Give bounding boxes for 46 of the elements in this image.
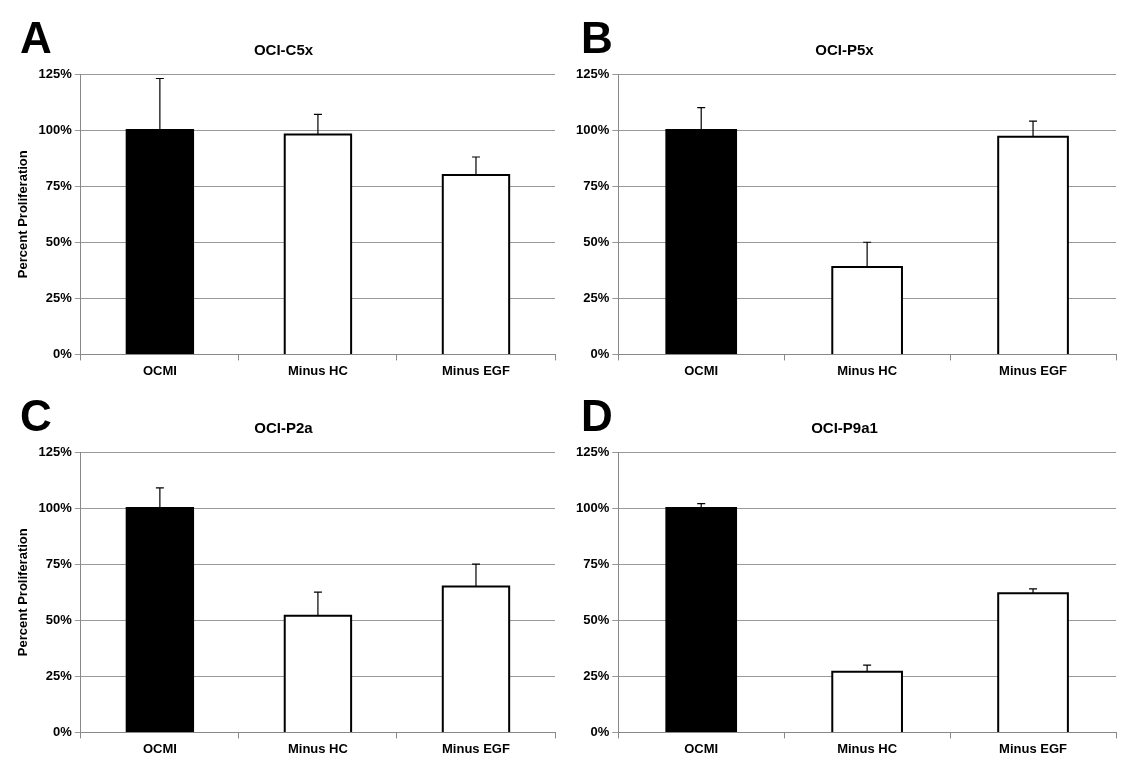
y-tick-label: 50% (583, 611, 610, 627)
y-tick-label: 0% (53, 723, 73, 739)
x-tick-label: Minus EGF (999, 362, 1068, 378)
y-tick-label: 50% (45, 611, 73, 627)
text: A (20, 13, 52, 62)
x-tick-label: OCMI (142, 362, 177, 378)
chart-title: OCI-P2a (254, 419, 314, 437)
text: C (20, 391, 52, 440)
y-axis-title: Percent Proliferation (15, 528, 31, 657)
y-tick-label: 25% (583, 667, 610, 683)
x-tick-label: Minus HC (837, 740, 898, 756)
x-tick-label: Minus EGF (442, 362, 510, 378)
text: D (581, 391, 613, 440)
chart-title: OCI-P9a1 (811, 419, 878, 437)
y-tick-label: 25% (45, 667, 73, 683)
y-tick-label: 125% (38, 443, 73, 459)
x-tick-label: OCMI (142, 740, 177, 756)
y-axis-title: Percent Proliferation (15, 150, 31, 279)
y-tick-label: 0% (590, 345, 610, 361)
x-tick-label: Minus HC (287, 740, 349, 756)
x-tick-label: OCMI (684, 740, 719, 756)
chart-title: OCI-C5x (253, 41, 314, 59)
y-tick-label: 125% (576, 65, 610, 81)
y-tick-label: 75% (583, 177, 610, 193)
x-tick-label: Minus EGF (999, 740, 1068, 756)
y-tick-label: 50% (45, 233, 73, 249)
y-tick-label: 100% (576, 499, 610, 515)
y-tick-label: 75% (45, 555, 73, 571)
y-tick-label: 100% (38, 499, 73, 515)
y-tick-label: 75% (583, 555, 610, 571)
y-tick-label: 0% (590, 723, 610, 739)
y-tick-label: 75% (45, 177, 73, 193)
y-tick-label: 125% (38, 65, 73, 81)
y-tick-label: 0% (53, 345, 73, 361)
y-tick-label: 25% (45, 289, 73, 305)
x-tick-label: Minus EGF (442, 740, 510, 756)
y-tick-label: 50% (583, 233, 610, 249)
x-tick-label: Minus HC (287, 362, 349, 378)
y-tick-label: 100% (576, 121, 610, 137)
y-tick-label: 25% (583, 289, 610, 305)
y-tick-label: 125% (576, 443, 610, 459)
x-tick-label: OCMI (684, 362, 719, 378)
chart-title: OCI-P5x (815, 41, 875, 59)
text: B (581, 13, 613, 62)
y-tick-label: 100% (38, 121, 73, 137)
x-tick-label: Minus HC (837, 362, 898, 378)
